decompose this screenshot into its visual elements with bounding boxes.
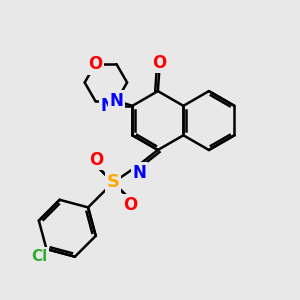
Text: O: O: [88, 55, 102, 73]
Text: O: O: [89, 151, 103, 169]
Text: O: O: [152, 53, 166, 71]
Text: Cl: Cl: [31, 249, 47, 264]
Text: N: N: [110, 92, 123, 110]
Text: N: N: [133, 164, 147, 182]
Text: O: O: [123, 196, 137, 214]
Text: S: S: [106, 173, 120, 191]
Text: N: N: [100, 97, 114, 115]
